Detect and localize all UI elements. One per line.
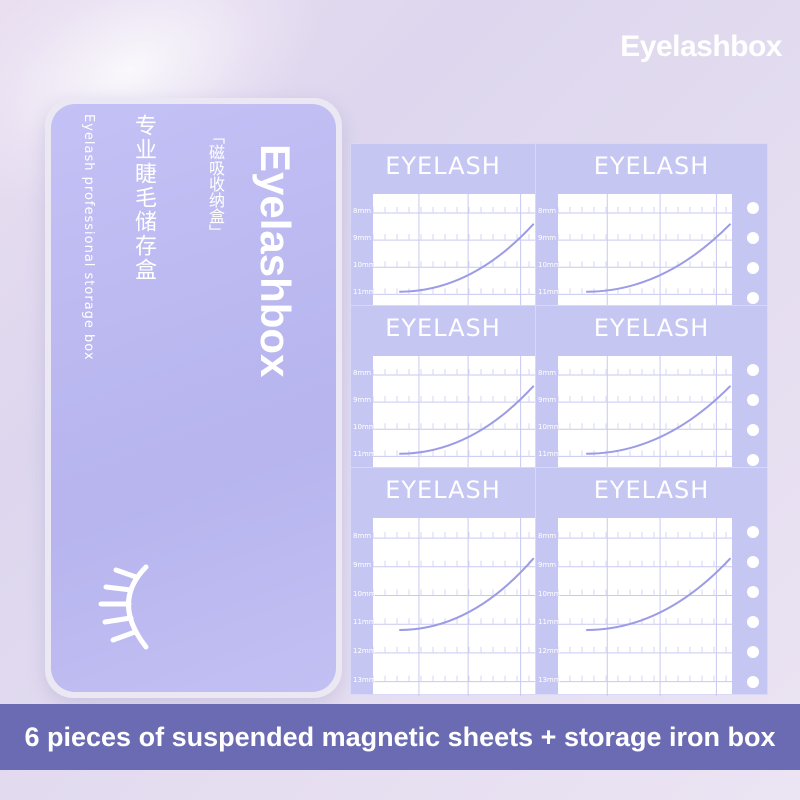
box-magnetic-label: 「磁吸收纳盒」: [206, 128, 225, 240]
size-label: 12mm: [353, 646, 376, 655]
sheet-grid: [373, 194, 537, 308]
hanging-hole: [747, 526, 759, 538]
lash-curve: [586, 223, 732, 293]
caption-text: 6 pieces of suspended magnetic sheets + …: [24, 721, 776, 752]
size-label: 11mm: [538, 450, 561, 459]
size-label: 10mm: [538, 589, 561, 598]
size-label: 8mm: [538, 369, 557, 377]
size-label: 11mm: [538, 288, 561, 297]
size-label: 8mm: [538, 207, 557, 215]
size-label: 9mm: [353, 396, 372, 405]
size-label: 9mm: [353, 234, 372, 243]
hanging-hole: [747, 676, 759, 688]
magnetic-sheet: EYELASH 8mm 9mm 10mm 11mm: [535, 143, 768, 308]
sheet-grid: [558, 194, 734, 308]
hanging-hole: [747, 394, 759, 406]
hanging-hole: [747, 424, 759, 436]
size-label: 10mm: [353, 423, 376, 432]
size-label: 9mm: [538, 234, 557, 243]
sheet-title: EYELASH: [593, 476, 710, 504]
lash-curve: [399, 385, 535, 455]
size-label: 9mm: [353, 560, 372, 569]
size-label: 8mm: [353, 532, 372, 541]
size-label: 11mm: [353, 288, 376, 297]
size-label: 13mm: [353, 675, 376, 684]
sheet-grid: [373, 356, 537, 470]
size-label: 11mm: [353, 618, 376, 627]
sheet-grid: [558, 518, 734, 696]
size-label: 10mm: [538, 261, 561, 270]
magnetic-sheet: EYELASH 8mm 9mm 10mm 11mm: [350, 305, 537, 470]
size-label: 11mm: [353, 450, 376, 459]
hanging-hole: [747, 454, 759, 466]
hanging-hole: [747, 616, 759, 628]
sheet-title: EYELASH: [593, 152, 710, 180]
hanging-hole: [747, 556, 759, 568]
sheet-title: EYELASH: [385, 476, 501, 504]
size-label: 12mm: [538, 646, 561, 655]
caption-banner: 6 pieces of suspended magnetic sheets + …: [0, 704, 800, 770]
hanging-hole: [747, 232, 759, 244]
box-cn-title: 专业睫毛储存盒: [131, 114, 156, 282]
hanging-hole: [747, 202, 759, 214]
lash-curve: [586, 385, 732, 455]
size-label: 9mm: [538, 396, 557, 405]
size-label: 13mm: [538, 675, 561, 684]
sheet-grid: [558, 356, 734, 470]
hanging-hole: [747, 262, 759, 274]
magnetic-sheet: EYELASH 8mm 9mm 10mm 11mm: [535, 305, 768, 470]
size-label: 10mm: [538, 423, 561, 432]
size-label: 8mm: [538, 532, 557, 541]
sheet-title: EYELASH: [593, 314, 710, 342]
size-label: 10mm: [353, 261, 376, 270]
size-label: 9mm: [538, 560, 557, 569]
storage-iron-box: Eyelashbox 「磁吸收纳盒」 专业睫毛储存盒 Eyelash profe…: [45, 98, 342, 698]
hanging-hole: [747, 364, 759, 376]
sheet-title: EYELASH: [385, 152, 501, 180]
magnetic-sheet: EYELASH 8mm 9mm 10mm 11mm: [350, 143, 537, 308]
box-en-title: Eyelash professional storage box: [81, 114, 96, 361]
sheet-grid: [373, 518, 537, 696]
hanging-hole: [747, 586, 759, 598]
size-label: 8mm: [353, 369, 372, 377]
lash-curve: [586, 557, 732, 631]
hanging-hole: [747, 292, 759, 304]
size-label: 10mm: [353, 589, 376, 598]
size-label: 11mm: [538, 618, 561, 627]
lash-curve: [399, 557, 535, 631]
box-lid: Eyelashbox 「磁吸收纳盒」 专业睫毛储存盒 Eyelash profe…: [51, 104, 336, 692]
hanging-hole: [747, 646, 759, 658]
box-logo: Eyelashbox: [252, 144, 299, 378]
size-label: 8mm: [353, 207, 372, 215]
brand-logo: Eyelashbox: [620, 30, 782, 63]
sheet-title: EYELASH: [385, 314, 501, 342]
lash-curve: [399, 223, 535, 293]
magnetic-sheet: EYELASH 8mm 9mm 10mm 11mm 12mm 13mm: [535, 467, 768, 696]
eyelash-icon: [98, 564, 149, 650]
magnetic-sheet: EYELASH 8mm 9mm 10mm 11mm 12mm 13mm: [350, 467, 537, 696]
